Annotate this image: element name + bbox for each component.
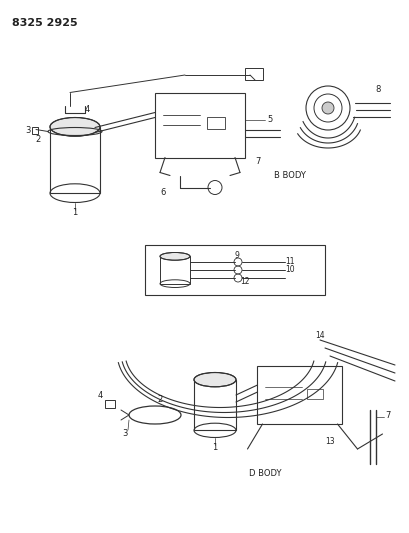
Text: 3: 3: [122, 429, 127, 438]
Text: 2: 2: [157, 395, 162, 405]
Text: 4: 4: [84, 105, 90, 114]
Text: 1: 1: [212, 443, 217, 452]
Text: 2: 2: [35, 135, 40, 144]
Text: 9: 9: [234, 252, 239, 261]
Text: 7: 7: [384, 410, 390, 419]
Text: 1: 1: [72, 208, 77, 217]
Text: 5: 5: [267, 116, 272, 125]
Bar: [193, 379, 236, 430]
Text: B BODY: B BODY: [273, 171, 305, 180]
Text: 3: 3: [25, 126, 31, 135]
Text: 7: 7: [255, 157, 260, 166]
Ellipse shape: [160, 253, 189, 260]
Bar: [307, 389, 323, 399]
Text: 14: 14: [315, 330, 324, 340]
Ellipse shape: [193, 373, 236, 387]
Text: 10: 10: [285, 265, 294, 274]
Ellipse shape: [50, 117, 100, 136]
Text: 6: 6: [160, 188, 165, 197]
Bar: [257, 366, 342, 424]
Text: D BODY: D BODY: [248, 470, 281, 479]
Bar: [145, 245, 324, 295]
Text: 13: 13: [324, 438, 334, 447]
Text: 12: 12: [240, 278, 249, 287]
Bar: [50, 127, 100, 193]
Text: 8: 8: [374, 85, 380, 94]
Bar: [105, 400, 115, 408]
Bar: [207, 117, 225, 129]
Bar: [32, 126, 38, 133]
Text: 4: 4: [97, 391, 102, 400]
Text: 8325 2925: 8325 2925: [12, 18, 77, 28]
Circle shape: [321, 102, 333, 114]
Bar: [155, 93, 245, 157]
Bar: [245, 68, 262, 80]
Text: 11: 11: [285, 257, 294, 266]
Bar: [160, 256, 189, 284]
